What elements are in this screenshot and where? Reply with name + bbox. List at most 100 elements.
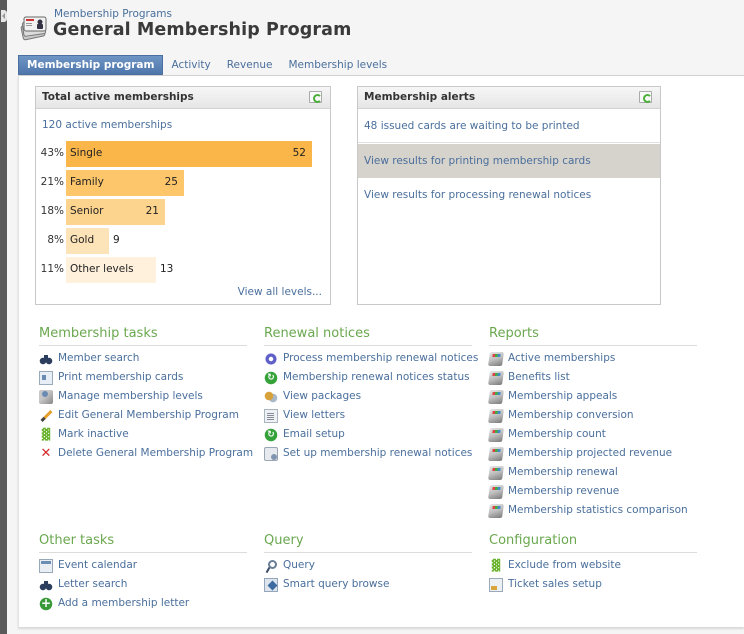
report-icon <box>488 408 504 423</box>
link-membership-count[interactable]: Membership count <box>488 425 699 444</box>
green-circle-icon <box>264 427 278 442</box>
bar-value: 52 <box>292 147 306 159</box>
bar-single[interactable]: Single 52 <box>66 141 312 167</box>
breadcrumb[interactable]: Membership Programs <box>54 8 173 20</box>
link-letter-search[interactable]: Letter search <box>39 575 249 594</box>
bar-family[interactable]: Family 25 <box>66 170 184 196</box>
page: Membership Programs General Membership P… <box>7 0 744 634</box>
ticket-icon <box>489 577 503 592</box>
link-label: Benefits list <box>508 371 570 383</box>
link-label: Active memberships <box>508 352 616 364</box>
link-exclude-from-website[interactable]: Exclude from website <box>489 556 699 575</box>
section-title-text: Renewal notices <box>264 326 370 341</box>
bar-label: Family <box>70 176 104 188</box>
membership-cards-icon <box>20 16 47 41</box>
tab-revenue[interactable]: Revenue <box>226 59 273 71</box>
total-active-memberships-panel: Total active memberships 120 active memb… <box>35 86 331 305</box>
tab-activity[interactable]: Activity <box>171 59 211 71</box>
bar-row: 43% Single 52 <box>36 141 332 167</box>
link-label: Membership conversion <box>508 409 634 421</box>
report-icon <box>488 427 504 442</box>
link-label: Exclude from website <box>508 559 621 571</box>
left-collapse-bar[interactable] <box>0 0 7 634</box>
alert-cards-waiting[interactable]: 48 issued cards are waiting to be printe… <box>358 109 660 143</box>
link-mark-inactive[interactable]: Mark inactive <box>39 425 249 444</box>
link-query[interactable]: Query <box>264 556 474 575</box>
active-memberships-link[interactable]: 120 active memberships <box>42 119 173 131</box>
report-icon <box>488 351 504 366</box>
link-label: Process membership renewal notices <box>283 352 479 364</box>
section-title-text: Other tasks <box>39 533 115 548</box>
link-label: Membership projected revenue <box>508 447 673 459</box>
alert-view-printing-results[interactable]: View results for printing membership car… <box>358 144 660 178</box>
view-all-levels-link[interactable]: View all levels... <box>237 286 322 298</box>
link-active-memberships[interactable]: Active memberships <box>488 349 699 368</box>
bar-senior[interactable]: Senior 21 <box>66 199 165 225</box>
section-title: Configuration <box>489 533 697 553</box>
link-edit-general-membership-program[interactable]: Edit General Membership Program <box>39 406 249 425</box>
pencil-icon <box>39 409 53 423</box>
link-view-packages[interactable]: View packages <box>264 387 474 406</box>
panel-header: Total active memberships <box>36 87 330 109</box>
link-print-membership-cards[interactable]: Print membership cards <box>39 368 249 387</box>
page-title: General Membership Program <box>53 20 352 40</box>
link-membership-renewal-notices-status[interactable]: Membership renewal notices status <box>264 368 474 387</box>
collapse-arrow-icon[interactable] <box>1 10 7 22</box>
link-label: Print membership cards <box>58 371 184 383</box>
link-event-calendar[interactable]: Event calendar <box>39 556 249 575</box>
bar-percent: 8% <box>47 234 64 246</box>
link-membership-conversion[interactable]: Membership conversion <box>488 406 699 425</box>
bar-other-levels[interactable]: Other levels 13 <box>66 257 173 283</box>
refresh-icon[interactable] <box>639 91 652 103</box>
section-title: Reports <box>489 326 697 346</box>
link-member-search[interactable]: Member search <box>39 349 249 368</box>
section-title-text: Membership tasks <box>39 326 158 341</box>
bar-label: Senior <box>70 205 104 217</box>
alert-view-renewal-results[interactable]: View results for processing renewal noti… <box>364 189 592 201</box>
letters-icon <box>264 408 278 423</box>
section-title: Other tasks <box>39 533 247 553</box>
membership-alerts-panel: Membership alerts 48 issued cards are wa… <box>357 86 661 305</box>
panel-title: Membership alerts <box>364 91 476 103</box>
bar-row: 21% Family 25 <box>36 170 332 196</box>
report-icon <box>488 446 504 461</box>
x-icon <box>39 447 53 461</box>
link-membership-projected-revenue[interactable]: Membership projected revenue <box>488 444 699 463</box>
report-icon <box>488 465 504 480</box>
link-membership-revenue[interactable]: Membership revenue <box>488 482 699 501</box>
tab-content: Total active memberships 120 active memb… <box>18 75 744 627</box>
bar-percent: 21% <box>40 176 64 188</box>
report-icon <box>488 503 504 518</box>
link-label: Membership renewal <box>508 466 618 478</box>
link-set-up-membership-renewal-notices[interactable]: Set up membership renewal notices <box>264 444 474 463</box>
link-smart-query-browse[interactable]: Smart query browse <box>264 575 474 594</box>
link-view-letters[interactable]: View letters <box>264 406 474 425</box>
setup-letter-icon <box>264 446 278 461</box>
people-icon <box>39 428 53 442</box>
bar-gold[interactable]: Gold 9 <box>66 228 120 254</box>
section-title-text: Configuration <box>489 533 578 548</box>
link-membership-renewal[interactable]: Membership renewal <box>488 463 699 482</box>
section-title-text: Query <box>264 533 304 548</box>
link-label: Delete General Membership Program <box>58 447 254 459</box>
link-ticket-sales-setup[interactable]: Ticket sales setup <box>489 575 699 594</box>
link-delete-general-membership-program[interactable]: Delete General Membership Program <box>39 444 253 463</box>
bar-percent: 11% <box>40 263 64 275</box>
link-email-setup[interactable]: Email setup <box>264 425 474 444</box>
add-icon <box>39 596 53 611</box>
smartquery-icon <box>264 577 278 592</box>
link-label: Membership renewal notices status <box>283 371 470 383</box>
tab-membership-levels[interactable]: Membership levels <box>288 59 388 71</box>
link-membership-appeals[interactable]: Membership appeals <box>488 387 699 406</box>
link-membership-statistics-comparison[interactable]: Membership statistics comparison <box>488 501 699 520</box>
link-label: Event calendar <box>58 559 138 571</box>
section-title: Renewal notices <box>264 326 472 346</box>
refresh-icon[interactable] <box>309 91 322 103</box>
link-manage-membership-levels[interactable]: Manage membership levels <box>39 387 249 406</box>
tab-membership-program[interactable]: Membership program <box>18 55 164 75</box>
link-add-a-membership-letter[interactable]: Add a membership letter <box>39 594 249 613</box>
link-benefits-list[interactable]: Benefits list <box>488 368 699 387</box>
bar-label: Other levels <box>70 263 134 275</box>
link-label: Member search <box>58 352 140 364</box>
link-process-membership-renewal-notices[interactable]: Process membership renewal notices <box>264 349 478 368</box>
